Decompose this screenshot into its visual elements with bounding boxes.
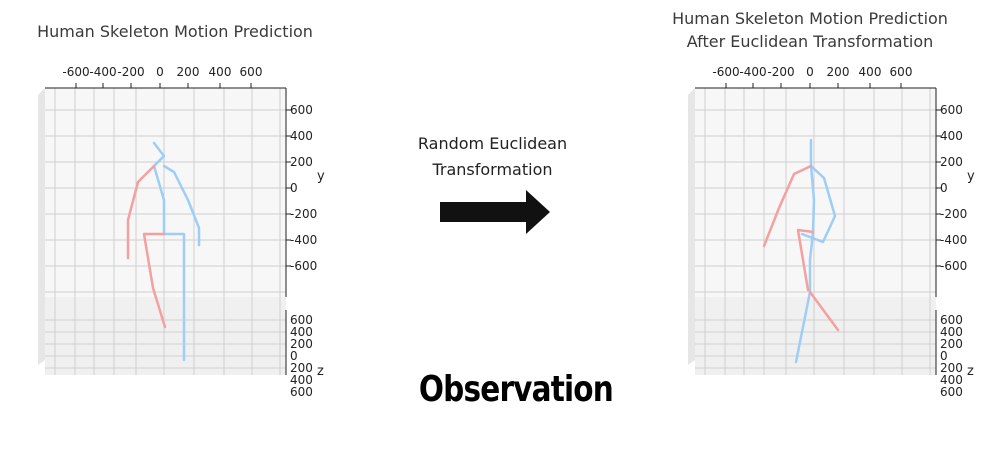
right-skeleton-right-arm [800,164,837,244]
left-skeleton-right-leg [162,232,186,362]
right-x-axis-ticks: -600 -400 -200 0 200 400 600 [712,65,912,88]
left-skeleton-right-arm [162,164,201,247]
right-skeleton-left-hip [796,228,815,292]
left-x-tick-label: 0 [156,65,164,79]
right-panel-title: Human Skeleton Motion Prediction After E… [650,7,970,53]
left-y-tick-label: 0 [290,181,298,195]
left-z-axis-label: z [317,364,324,379]
right-x-tick-label: 200 [827,65,850,79]
left-x-tick-label: -600 [62,65,89,79]
right-z-tick-label: 0 [940,349,948,363]
right-skeleton-right-leg [794,230,815,364]
left-y-tick-label: -200 [290,207,317,221]
right-z-tick-label: 400 [940,325,963,339]
transformation-label-line1: Random Euclidean [417,134,568,153]
right-y-tick-label: 400 [940,129,963,143]
left-y-axis-label: y [317,169,325,184]
right-x-tick-label: -200 [767,65,794,79]
right-x-tick-label: -600 [712,65,739,79]
right-x-tick-label: 600 [890,65,913,79]
right-grid [695,88,936,375]
transformation-label: Random Euclidean Transformation [395,131,590,183]
right-y-tick-label: 0 [940,181,948,195]
right-panel-title-line1: Human Skeleton Motion Prediction [672,9,948,28]
observation-label: Observation [418,369,614,410]
left-z-tick-label: 400 [290,325,313,339]
left-x-tick-label: 600 [240,65,263,79]
left-panel-title: Human Skeleton Motion Prediction [37,22,313,41]
right-axes [695,87,937,375]
left-x-tick-label: -400 [89,65,116,79]
right-z-tick-label: 400 [940,373,963,387]
right-arrow-icon [440,190,550,234]
right-y-tick-label: 200 [940,155,963,169]
right-z-tick-label: 600 [940,385,963,399]
right-skeleton-left-arm [762,164,813,248]
left-y-tick-label: -600 [290,259,317,273]
right-x-tick-label: 0 [806,65,814,79]
right-panel-title-line2: After Euclidean Transformation [686,32,934,51]
right-y-tick-label: -200 [940,207,967,221]
left-y-tick-label: -400 [290,233,317,247]
right-z-tick-label: 200 [940,337,963,351]
left-x-tick-label: -200 [117,65,144,79]
right-skeleton-spine-head [809,138,816,234]
right-skeleton [762,138,840,364]
left-x-tick-label: 400 [209,65,232,79]
right-z-tick-label: 200 [940,361,963,375]
left-y-tick-label: 200 [290,155,313,169]
right-x-tick-label: -400 [739,65,766,79]
right-y-tick-label: -600 [940,259,967,273]
left-x-tick-label: 200 [177,65,200,79]
right-pane-background [688,88,936,375]
right-skeleton-left-leg [808,290,840,332]
left-y-tick-label: 600 [290,103,313,117]
left-z-tick-label: 200 [290,361,313,375]
right-x-tick-label: 400 [859,65,882,79]
left-skeleton [126,141,201,362]
left-skeleton-left-leg [142,232,167,329]
left-z-tick-label: 600 [290,385,313,399]
left-y-axis-ticks: 600 400 200 0 -200 -400 -600 [286,103,317,273]
right-y-tick-label: 600 [940,103,963,117]
left-axes [45,87,287,375]
left-y-tick-label: 400 [290,129,313,143]
right-y-axis-ticks: 600 400 200 0 -200 -400 -600 [936,103,967,273]
left-z-tick-label: 200 [290,337,313,351]
left-skeleton-plot: -600 -400 -200 0 200 400 600 6004002000-200-40… [38,65,325,399]
left-z-tick-label: 600 [290,313,313,327]
left-skeleton-neck [152,154,166,168]
right-y-tick-label: -400 [940,233,967,247]
left-x-axis-ticks: -600 -400 -200 0 200 400 600 [62,65,262,88]
transformation-label-line2: Transformation [432,160,553,179]
left-z-tick-label: 400 [290,373,313,387]
left-skeleton-left-arm [126,164,156,260]
left-z-tick-label: 0 [290,349,298,363]
right-y-axis-label: y [967,169,975,184]
right-z-tick-label: 600 [940,313,963,327]
right-z-axis-label: z [967,364,974,379]
right-skeleton-plot: -600 -400 -200 0 200 400 600 6004002000-200-40… [688,65,975,399]
